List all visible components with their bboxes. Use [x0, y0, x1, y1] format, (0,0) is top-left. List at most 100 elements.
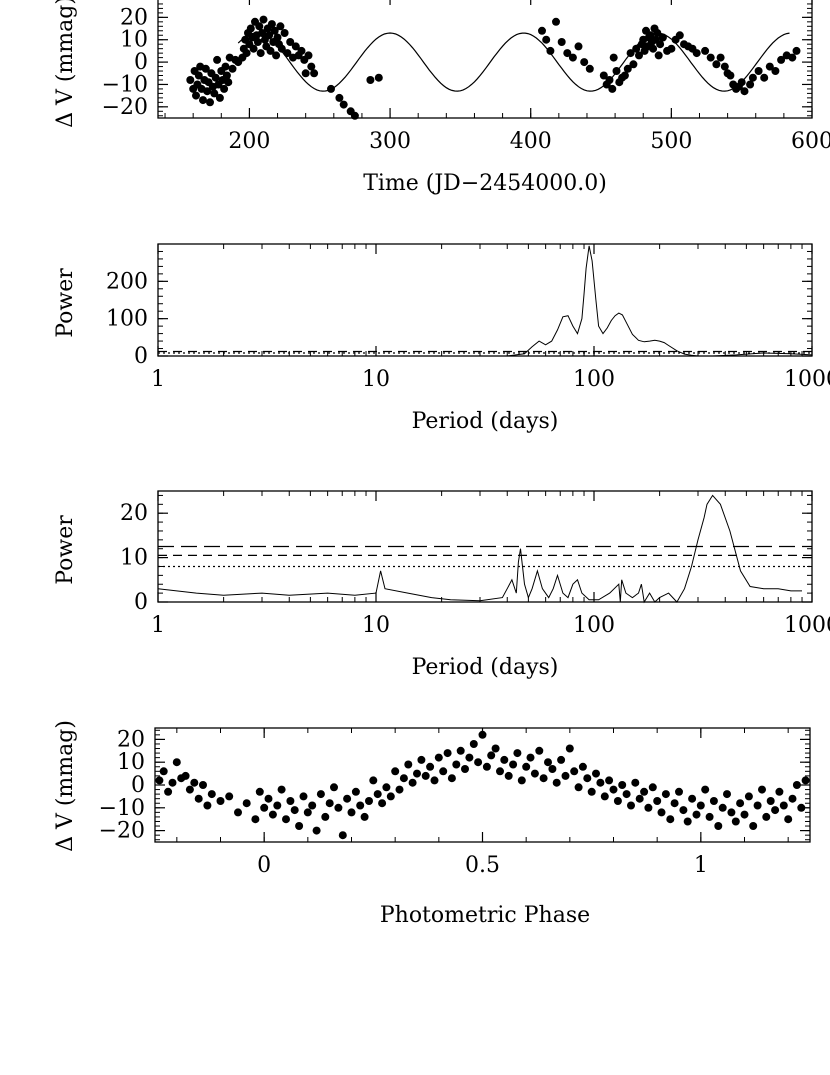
data-point	[552, 17, 560, 26]
data-point	[168, 778, 177, 787]
data-point	[544, 758, 552, 767]
p1-y-tick-labels: 0 100 200	[106, 269, 148, 369]
data-point	[330, 783, 338, 792]
p0-data-points	[186, 15, 801, 120]
data-point	[620, 71, 629, 80]
data-point	[563, 49, 572, 58]
data-point	[771, 806, 780, 815]
data-point	[159, 767, 168, 776]
y-tick-label: −20	[99, 819, 145, 844]
data-point	[222, 71, 231, 80]
data-point	[705, 812, 714, 821]
data-point	[788, 794, 797, 803]
data-point	[246, 24, 255, 33]
data-point	[155, 776, 164, 785]
data-point	[280, 29, 289, 37]
data-point	[210, 89, 219, 98]
data-point	[308, 801, 317, 810]
data-point	[635, 794, 644, 803]
data-point	[612, 67, 621, 75]
data-point	[369, 776, 378, 785]
data-point	[723, 790, 731, 799]
x-tick-label: 300	[369, 129, 411, 154]
data-point	[608, 84, 617, 93]
data-point	[656, 40, 665, 49]
p0-x-tick-labels: 200 300 400 500 600	[228, 129, 830, 154]
x-tick-label: 400	[510, 129, 552, 154]
data-point	[748, 73, 757, 82]
p2-threshold-lines	[158, 545, 812, 568]
data-point	[618, 781, 627, 789]
data-point	[552, 778, 561, 787]
data-point	[720, 62, 729, 71]
data-point	[570, 767, 579, 776]
data-point	[605, 776, 614, 785]
data-point	[270, 26, 279, 35]
data-point	[221, 62, 230, 71]
data-point	[395, 785, 404, 794]
data-point	[548, 765, 557, 773]
data-point	[779, 801, 788, 810]
data-point	[609, 785, 618, 794]
data-point	[291, 42, 300, 51]
data-point	[661, 790, 670, 799]
data-point	[500, 755, 509, 764]
data-point	[683, 817, 692, 826]
data-point	[256, 49, 265, 58]
data-point	[439, 767, 448, 776]
data-point	[658, 33, 667, 42]
data-point	[206, 98, 214, 107]
data-point	[266, 46, 275, 55]
data-point	[334, 803, 343, 812]
data-point	[273, 801, 282, 810]
data-point	[587, 787, 596, 796]
data-point	[746, 80, 755, 89]
data-point	[792, 781, 801, 789]
data-point	[771, 67, 780, 75]
data-point	[788, 53, 797, 62]
data-point	[478, 730, 487, 739]
data-point	[365, 797, 373, 805]
data-point	[740, 810, 749, 819]
x-tick-label: 100	[573, 613, 615, 638]
y-tick-label: −10	[102, 72, 148, 97]
p2-periodogram-line	[157, 494, 802, 604]
x-tick-label: 1	[151, 613, 165, 638]
data-point	[282, 815, 290, 824]
data-point	[762, 812, 771, 821]
data-point	[701, 46, 710, 55]
data-point	[443, 749, 452, 758]
data-point	[290, 806, 299, 815]
data-point	[378, 799, 387, 808]
data-point	[465, 753, 474, 762]
p3-y-axis-label: Δ V (mmag)	[53, 720, 78, 852]
data-point	[413, 769, 421, 778]
data-point	[456, 746, 465, 755]
data-point	[216, 797, 225, 805]
data-point	[675, 787, 683, 796]
data-point	[203, 87, 212, 96]
data-point	[286, 38, 295, 46]
p3-x-tick-labels: 0 0.5 1	[257, 853, 708, 878]
data-point	[258, 29, 267, 37]
data-point	[749, 822, 758, 830]
data-point	[736, 799, 745, 808]
data-point	[242, 49, 251, 58]
data-point	[731, 817, 740, 826]
p0-tick-marks	[158, 0, 813, 118]
data-point	[568, 53, 577, 62]
data-point	[452, 760, 461, 769]
data-point	[777, 55, 786, 64]
data-point	[283, 49, 292, 58]
data-point	[546, 46, 555, 55]
data-point	[192, 91, 200, 100]
data-point	[784, 815, 793, 824]
data-point	[688, 794, 697, 803]
data-point	[561, 771, 570, 780]
p0-x-axis-label: Time (JD−2454000.0)	[363, 171, 607, 196]
